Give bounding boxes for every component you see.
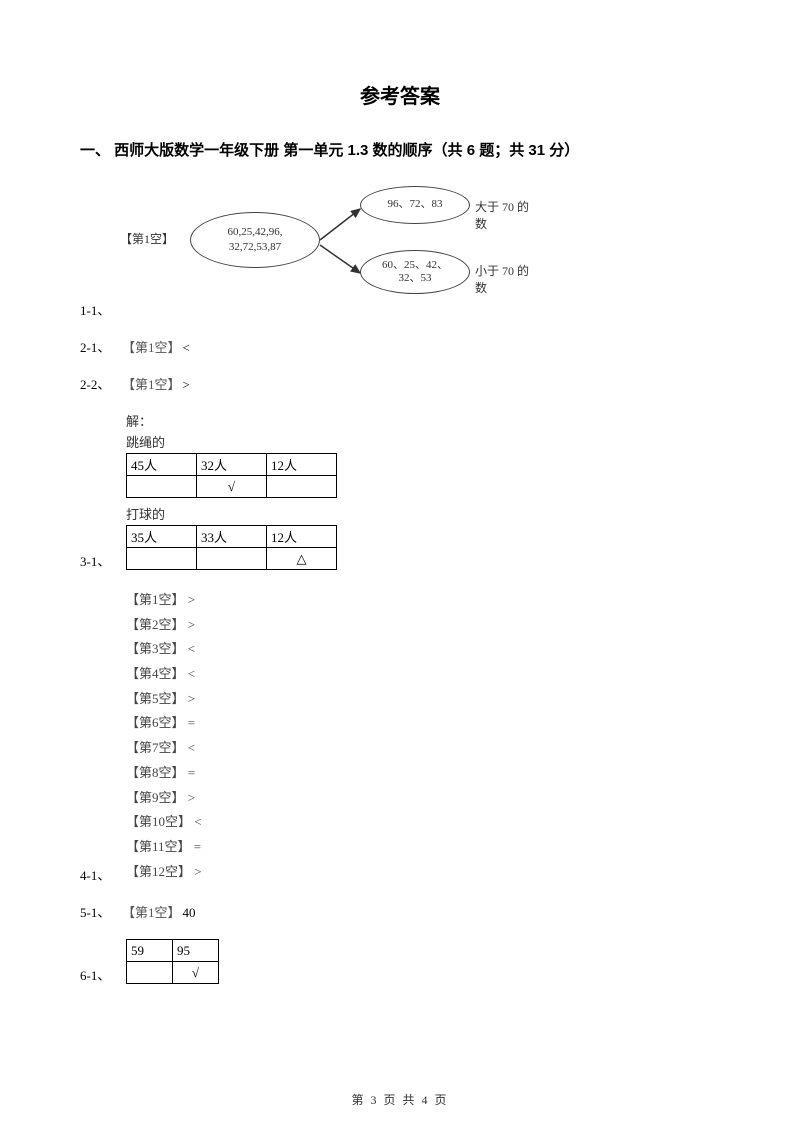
blank-line: 【第11空】 = [126,835,202,860]
ball-label: 打球的 [126,504,337,523]
ball-table: 35人 33人 12人 △ [126,525,337,570]
cell: √ [197,476,267,498]
answer-2-2: 2-2、 【第1空】 > [80,374,720,393]
answer-number: 4-1、 [80,865,116,884]
blank-label: 【第1空】 [122,902,181,921]
jump-rope-label: 跳绳的 [126,432,337,451]
answer-number: 3-1、 [80,551,116,570]
source-oval: 60,25,42,96, 32,72,53,87 [190,212,320,268]
answer-number: 6-1、 [80,965,116,984]
answer-6-1: 6-1、 59 95 √ [80,939,720,984]
blank-line: 【第8空】 = [126,761,202,786]
cell: 12人 [267,454,337,476]
bot-group-line2: 32、53 [382,272,448,285]
cell [197,548,267,570]
page-title: 参考答案 [80,80,720,109]
cell [267,476,337,498]
blank-line: 【第4空】 < [126,662,202,687]
blank-label: 【第1空】 [122,374,181,393]
table-row: √ [127,476,337,498]
q6-table: 59 95 √ [126,939,219,984]
cell [127,962,173,984]
cell [127,476,197,498]
answer-number: 2-1、 [80,337,116,356]
label-lt70: 小于 70 的数 [475,262,540,296]
cell: 33人 [197,526,267,548]
answer-value: > [183,377,190,393]
cell: 35人 [127,526,197,548]
table-row: 35人 33人 12人 [127,526,337,548]
blank-line: 【第10空】 < [126,810,202,835]
blank-line: 【第5空】 > [126,687,202,712]
cell: 32人 [197,454,267,476]
bot-group-line1: 60、25、42、 [382,259,448,272]
page-footer: 第 3 页 共 4 页 [0,1091,800,1108]
table-row: √ [127,962,219,984]
cell: √ [173,962,219,984]
answer-value: 40 [183,905,196,921]
answer-number: 5-1、 [80,902,116,921]
answer-1-1: 【第1空】 60,25,42,96, 32,72,53,87 96、72、83 … [80,180,720,319]
answer-2-1: 2-1、 【第1空】 < [80,337,720,356]
answer-5-1: 5-1、 【第1空】 40 [80,902,720,921]
bot-group-oval: 60、25、42、 32、53 [360,250,470,294]
source-numbers: 60,25,42,96, 32,72,53,87 [228,225,283,256]
answer-value: < [183,340,190,356]
top-group-text: 96、72、83 [388,197,443,212]
section-header: 一、 西师大版数学一年级下册 第一单元 1.3 数的顺序（共 6 题；共 31 … [80,139,720,160]
table-row: △ [127,548,337,570]
answer-number: 2-2、 [80,374,116,393]
answer-3-1: 3-1、 解： 跳绳的 45人 32人 12人 √ 打球的 35人 33人 12… [80,411,720,570]
cell: 59 [127,940,173,962]
cell: △ [267,548,337,570]
top-group-oval: 96、72、83 [360,186,470,224]
blank-line: 【第9空】 > [126,786,202,811]
label-gt70: 大于 70 的数 [475,198,540,232]
cell [127,548,197,570]
cell: 45人 [127,454,197,476]
blank-line: 【第6空】 = [126,711,202,736]
cell: 12人 [267,526,337,548]
blank-label: 【第1空】 [122,337,181,356]
blank-prefix: 【第1空】 [120,230,174,247]
table-row: 59 95 [127,940,219,962]
answer-number: 1-1、 [80,300,534,319]
answer-4-1: 4-1、 【第1空】 > 【第2空】 > 【第3空】 < 【第4空】 < 【第5… [80,588,720,884]
blank-line: 【第1空】 > [126,588,202,613]
jump-rope-table: 45人 32人 12人 √ [126,453,337,498]
diagram-classification: 【第1空】 60,25,42,96, 32,72,53,87 96、72、83 … [120,180,540,300]
blank-line: 【第12空】 > [126,860,202,885]
cell: 95 [173,940,219,962]
solve-label: 解： [126,411,337,430]
blank-line: 【第3空】 < [126,637,202,662]
blank-line: 【第7空】 < [126,736,202,761]
table-row: 45人 32人 12人 [127,454,337,476]
blank-line: 【第2空】 > [126,613,202,638]
